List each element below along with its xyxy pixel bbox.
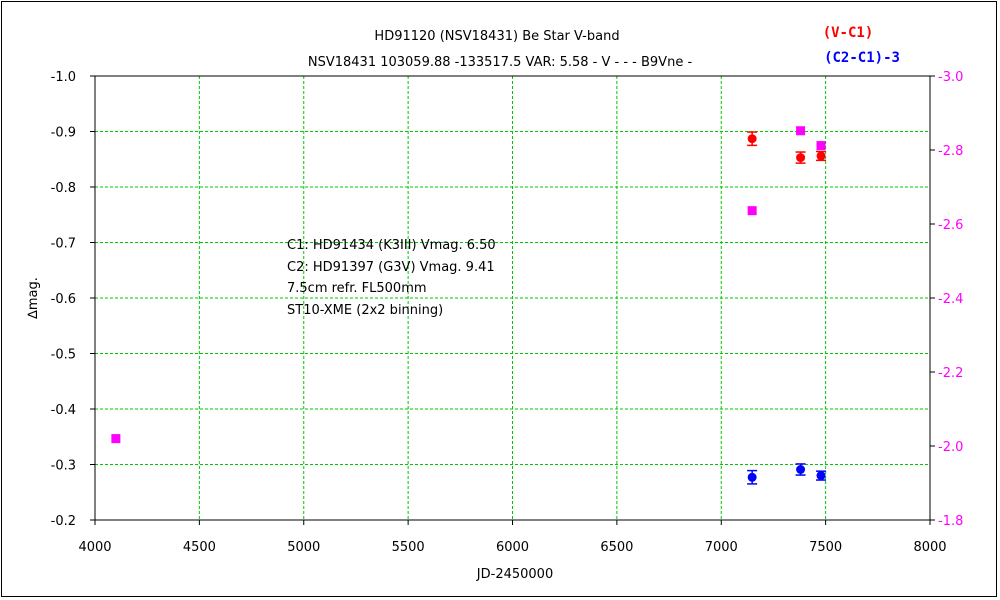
annotation-camera: ST10-XME (2x2 binning) bbox=[287, 303, 443, 318]
legend-entry-v-c1: (V-C1) bbox=[823, 25, 874, 41]
x-tick-label: 5000 bbox=[287, 540, 320, 555]
x-tick-label: 6500 bbox=[600, 540, 633, 555]
x-tick-label: 5500 bbox=[392, 540, 425, 555]
annotation-comparison-star-2: C2: HD91397 (G3V) Vmag. 9.41 bbox=[287, 260, 495, 275]
data-point-c2-c1 bbox=[747, 472, 757, 482]
y2-tick-label: -2.0 bbox=[938, 440, 963, 455]
tick-layer: 4000 4500 5000 5500 6000 6500 7000 7500 8000 -1.0… bbox=[51, 70, 964, 555]
data-point-c2-c1 bbox=[796, 464, 806, 474]
data-point-magenta bbox=[111, 434, 121, 444]
data-point-c2-c1 bbox=[816, 471, 826, 481]
x-tick-label: 4500 bbox=[183, 540, 216, 555]
legend-entry-c2-c1: (C2-C1)-3 bbox=[824, 50, 900, 66]
x-axis-label: JD-2450000 bbox=[476, 567, 553, 582]
x-tick-label: 4000 bbox=[78, 540, 111, 555]
x-tick-label: 6000 bbox=[496, 540, 529, 555]
data-point-magenta bbox=[816, 141, 826, 151]
data-point-magenta bbox=[796, 126, 806, 136]
chart-subtitle: NSV18431 103059.88 -133517.5 VAR: 5.58 -… bbox=[308, 55, 693, 70]
y-tick-label: -0.6 bbox=[51, 292, 76, 307]
y-tick-label: -0.4 bbox=[51, 403, 76, 418]
y2-tick-label: -2.2 bbox=[938, 366, 963, 381]
annotation-comparison-star-1: C1: HD91434 (K3III) Vmag. 6.50 bbox=[287, 238, 496, 253]
data-point-v-c1 bbox=[747, 134, 757, 144]
y-tick-label: -0.9 bbox=[51, 126, 76, 141]
mark-layer bbox=[111, 126, 827, 485]
data-point-magenta bbox=[747, 206, 757, 216]
y-tick-label: -0.8 bbox=[51, 181, 76, 196]
y2-tick-label: -2.8 bbox=[938, 144, 963, 159]
data-point-v-c1 bbox=[796, 153, 806, 163]
y-tick-label: -0.7 bbox=[51, 237, 76, 252]
y-axis-label: ∆mag. bbox=[26, 277, 41, 320]
y-tick-label: -0.5 bbox=[51, 348, 76, 363]
y2-tick-label: -2.4 bbox=[938, 292, 963, 307]
data-point-v-c1 bbox=[816, 151, 826, 161]
x-tick-label: 7500 bbox=[809, 540, 842, 555]
y-tick-label: -0.2 bbox=[51, 514, 76, 529]
chart-title: HD91120 (NSV18431) Be Star V-band bbox=[374, 29, 619, 44]
annotation-telescope: 7.5cm refr. FL500mm bbox=[287, 281, 427, 296]
x-tick-label: 7000 bbox=[705, 540, 738, 555]
x-tick-label: 8000 bbox=[913, 540, 946, 555]
y-tick-label: -1.0 bbox=[51, 70, 76, 85]
y2-tick-label: -1.8 bbox=[938, 514, 963, 529]
y2-tick-label: -2.6 bbox=[938, 218, 963, 233]
y2-tick-label: -3.0 bbox=[938, 70, 963, 85]
y-tick-label: -0.3 bbox=[51, 459, 76, 474]
grid-layer bbox=[95, 76, 930, 520]
